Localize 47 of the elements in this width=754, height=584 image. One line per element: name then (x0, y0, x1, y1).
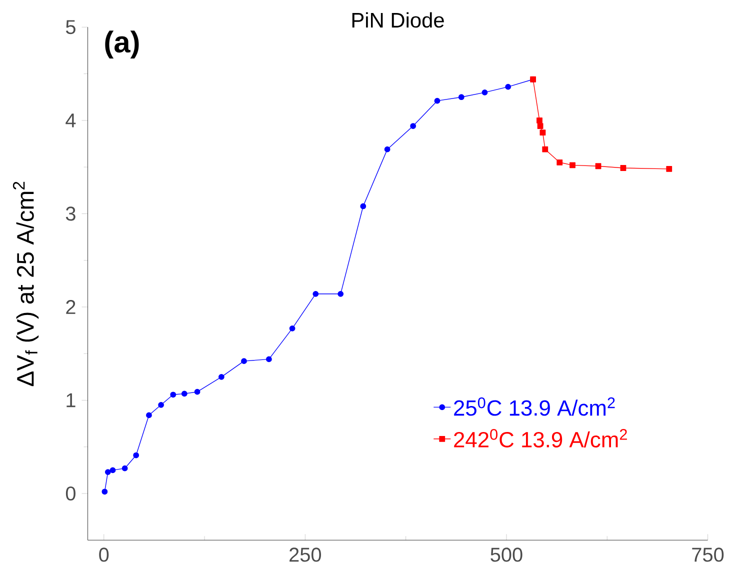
annotation: (a) (105, 30, 139, 59)
y-axis-title: ΔV$_{f}$ (V) at 25 A/cm$^{2}$ (12, 182, 39, 386)
point (505, 84, 512, 90)
y-tick-label: 3 (66, 206, 76, 221)
point (537, 123, 544, 129)
point (170, 392, 176, 398)
point (181, 390, 188, 397)
point (482, 89, 488, 96)
point (146, 412, 152, 418)
x-tick-label: 250 (290, 548, 322, 562)
y-tick-label: 4 (66, 114, 76, 128)
x-tick-label: 500 (490, 548, 522, 562)
point (312, 290, 319, 297)
point (570, 162, 576, 168)
point (542, 146, 548, 152)
point (556, 159, 563, 166)
point (360, 203, 366, 210)
y-tick-label: 1 (66, 393, 76, 408)
y-tick-label: 5 (66, 20, 76, 34)
point (384, 146, 390, 152)
point (194, 388, 200, 395)
legend-label: 242$^{0}$C 13.9 A/cm$^{2}$ (454, 429, 627, 448)
point (218, 374, 224, 380)
point (110, 467, 116, 474)
point (122, 465, 128, 472)
y-tick-label: 0 (66, 486, 76, 501)
point (536, 117, 542, 124)
y-tick-label: 2 (66, 300, 76, 314)
point (133, 452, 140, 458)
point (666, 166, 672, 172)
point (266, 356, 272, 362)
point (289, 325, 296, 332)
point (595, 163, 602, 170)
point (241, 358, 247, 364)
point (434, 98, 440, 104)
point (410, 123, 416, 129)
x-tick-label: 750 (692, 548, 724, 562)
point (458, 94, 464, 100)
chart-title: PiN Diode (352, 12, 444, 28)
point (620, 165, 626, 171)
point (338, 290, 344, 297)
point (540, 130, 546, 136)
x-tick-label: 0 (99, 548, 109, 562)
point (158, 402, 164, 408)
point (102, 488, 108, 495)
point (104, 469, 111, 476)
legend-label: 25$^{0}$C 13.9 A/cm$^{2}$ (454, 397, 615, 416)
